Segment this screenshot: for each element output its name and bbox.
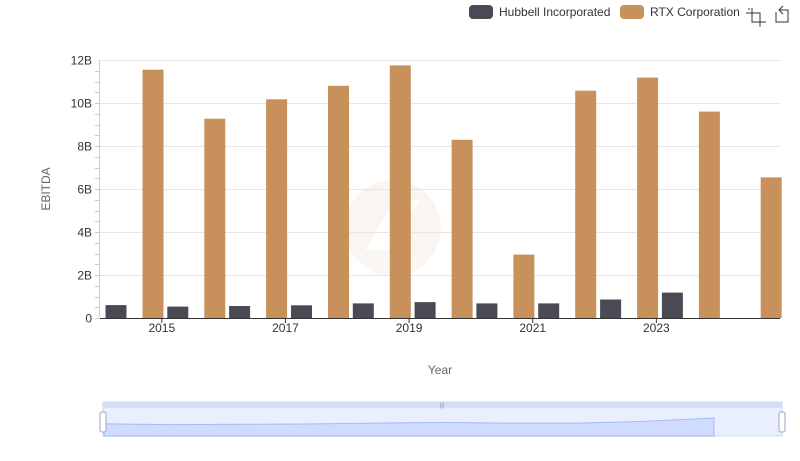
legend: Hubbell Incorporated RTX Corporation [469,5,740,19]
y-axis-ticks: 0 2B 4B 6B 8B 10B 12B [71,54,99,326]
bar-rtx-2021[interactable] [575,90,597,318]
crop-zoom-icon[interactable] [746,8,766,27]
bar-hubbell-2023[interactable] [661,292,683,318]
legend-item-hubbell[interactable]: Hubbell Incorporated [469,5,610,19]
bar-rtx-2016[interactable] [266,99,288,318]
navigator-top-bar[interactable] [103,402,782,408]
navigator-grip[interactable]: ||| [440,403,445,409]
bar-hubbell-2020[interactable] [476,303,498,318]
legend-swatch-rtx [620,5,644,19]
y-tick-label: 4B [77,226,92,240]
x-tick-label: 2023 [643,321,670,335]
bar-hubbell-2015[interactable] [167,306,189,318]
legend-swatch-hubbell [469,5,493,19]
bar-rtx-2023[interactable] [698,111,720,318]
bar-hubbell-2019[interactable] [414,302,436,318]
bar-hubbell-2017[interactable] [291,305,312,318]
bar-hubbell-2014[interactable] [105,305,127,318]
bar-hubbell-2016[interactable] [229,306,251,318]
reset-undo-icon[interactable] [775,5,789,23]
y-tick-label: 2B [77,269,92,283]
bar-rtx-2014[interactable] [142,69,164,318]
bar-rtx-2015[interactable] [204,118,226,318]
x-tick-label: 2019 [396,321,423,335]
bar-rtx-2017[interactable] [328,85,349,318]
navigator-series-area [103,417,715,437]
legend-item-rtx[interactable]: RTX Corporation [620,5,740,19]
bar-rtx-2020[interactable] [513,254,535,318]
x-tick-label: 2021 [519,321,546,335]
navigator-handle-left[interactable] [99,411,107,433]
y-tick-label: 8B [77,140,92,154]
legend-label-hubbell: Hubbell Incorporated [499,5,610,19]
bars-group [105,65,782,319]
bar-rtx-2022[interactable] [637,77,659,318]
y-tick-label: 12B [71,54,92,68]
y-tick-label: 0 [85,312,92,326]
x-tick-label: 2015 [148,321,175,335]
navigator-handle-right[interactable] [778,411,786,433]
bar-hubbell-2021[interactable] [538,303,560,318]
y-tick-label: 10B [71,97,92,111]
y-grid [100,60,780,276]
y-tick-label: 6B [77,183,92,197]
x-axis-ticks: 2015 2017 2019 2021 2023 [148,318,670,335]
x-axis-title: Year [428,363,452,377]
x-tick-label: 2017 [272,321,299,335]
bar-hubbell-2018[interactable] [352,303,374,318]
y-axis-title: EBITDA [39,167,53,210]
bar-rtx-2018[interactable] [389,65,411,319]
range-navigator[interactable]: ||| [99,401,786,437]
bar-hubbell-2022[interactable] [600,299,622,319]
bar-rtx-2019[interactable] [451,139,473,318]
legend-label-rtx: RTX Corporation [650,5,740,19]
bar-rtx-2024[interactable] [760,177,782,318]
